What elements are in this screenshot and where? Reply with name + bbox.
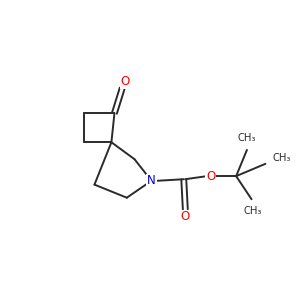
Text: O: O <box>121 75 130 88</box>
Text: O: O <box>181 211 190 224</box>
Text: CH₃: CH₃ <box>238 133 256 143</box>
Text: CH₃: CH₃ <box>272 153 291 164</box>
Text: N: N <box>147 174 156 187</box>
Text: CH₃: CH₃ <box>244 206 262 216</box>
Text: O: O <box>206 169 215 183</box>
